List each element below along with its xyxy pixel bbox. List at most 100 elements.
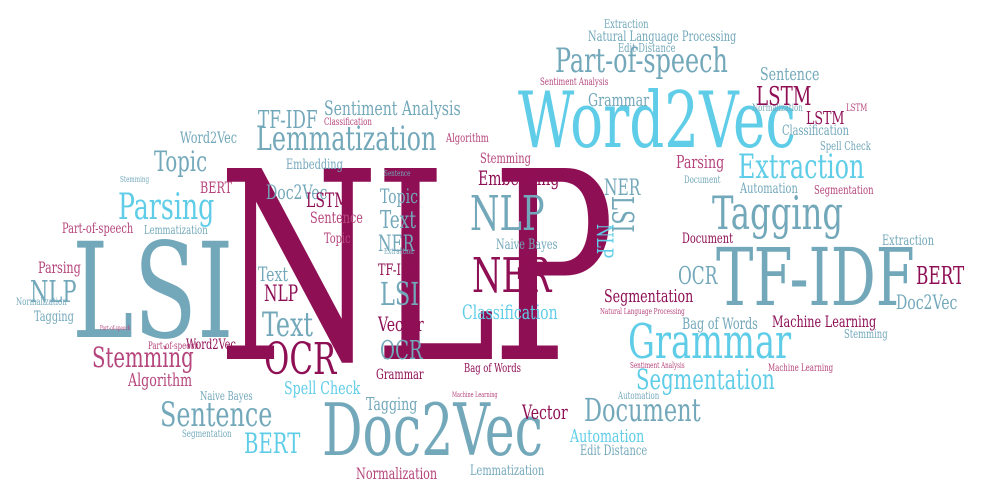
word-algorithm-1: Algorithm <box>128 370 193 391</box>
word-stemming-tiny: Stemming <box>120 175 150 184</box>
word-segmentation-3: Segmentation <box>182 429 232 440</box>
word-doc2vec-big: Doc2Vec <box>322 388 543 472</box>
word-classification-2: Classification <box>324 117 372 128</box>
word-classification-3: Classification <box>782 123 849 139</box>
word-sentiment-analysis-2: Sentiment Analysis <box>540 77 609 88</box>
word-parsing-left: Parsing <box>38 258 81 277</box>
word-part-of-speech-1: Part-of-speech <box>62 221 134 237</box>
word-part-of-speech-2: Part-of-speech <box>148 341 199 352</box>
word-grammar-big: Grammar <box>628 314 792 370</box>
word-lemmatization: Lemmatization <box>256 119 437 159</box>
word-text-center: Text <box>380 206 417 234</box>
word-spell-check-1: Spell Check <box>284 378 361 399</box>
word-parsing-small: Parsing <box>676 152 725 173</box>
word-topic-tiny: Topic <box>324 231 351 247</box>
word-document-1: Document <box>682 231 734 247</box>
word-stemming-mid: Stemming <box>92 341 194 374</box>
word-extraction-3: Extraction <box>384 247 414 256</box>
word-edit-distance-2: Edit Distance <box>580 443 648 459</box>
word-lstm-right: LSTM <box>806 108 845 129</box>
word-normalization-3: Normalization <box>16 297 67 308</box>
word-text-mid: Text <box>262 305 314 345</box>
word-word2vec-1: Word2Vec <box>180 128 238 147</box>
word-naive-bayes-1: Naive Bayes <box>496 237 558 253</box>
word-topic-small: Topic <box>380 184 418 208</box>
word-grammar-1: Grammar <box>588 90 650 111</box>
word-part-of-speech: Part-of-speech <box>555 41 728 81</box>
word-tagging-1: Tagging <box>366 394 418 415</box>
word-ocr-mid: OCR <box>264 334 337 385</box>
word-automation-3: Automation <box>618 391 660 402</box>
word-bert-right: BERT <box>916 262 965 290</box>
word-bert-small: BERT <box>200 178 233 197</box>
word-extraction-2: Extraction <box>882 233 935 249</box>
word-stemming-right: Stemming <box>844 327 888 341</box>
word-ner-small: NER <box>378 232 415 257</box>
word-algorithm-2: Algorithm <box>446 131 489 145</box>
word-natural-language-processing-1: Natural Language Processing <box>588 29 737 45</box>
word-automation-2: Automation <box>740 181 798 197</box>
word-stemming-small: Stemming <box>480 151 531 167</box>
word-normalization-1: Normalization <box>356 464 438 483</box>
word-sentence-1: Sentence <box>310 208 363 227</box>
word-document-2: Document <box>684 175 721 186</box>
word-automation-1: Automation <box>570 426 645 447</box>
word-segmentation-1: Segmentation <box>604 286 694 307</box>
word-nlp-left: NLP <box>30 275 77 310</box>
word-tagging-big: Tagging <box>712 186 844 240</box>
word-normalization-2: Normalization <box>752 103 803 114</box>
word-word2vec-big: Word2Vec <box>518 76 797 166</box>
word-classification-1: Classification <box>462 300 558 324</box>
word-topic-mid: Topic <box>154 145 208 178</box>
word-lemmatization-1: Lemmatization <box>470 463 545 479</box>
word-extraction-mid: Extraction <box>738 147 865 187</box>
word-spell-check-2: Spell Check <box>820 139 871 153</box>
word-tfidf-big: TF-IDF <box>716 231 915 324</box>
word-parsing-mid: Parsing <box>118 187 215 228</box>
word-document-mid: Document <box>584 391 701 429</box>
word-vector-2: Vector <box>522 400 568 424</box>
word-embedding-2: Embedding <box>286 157 343 173</box>
word-machine-learning-1: Machine Learning <box>772 312 877 331</box>
word-lstm-small: LSTM <box>306 188 349 212</box>
word-ner-mid: NER <box>472 248 552 304</box>
word-sentiment-analysis-1: Sentiment Analysis <box>324 96 461 120</box>
word-natural-language-processing-2: Natural Language Processing <box>600 307 685 316</box>
word-lstm-mid: LSTM <box>756 82 812 112</box>
word-ocr-right: OCR <box>678 262 718 290</box>
word-ner-vert: NER <box>604 176 641 201</box>
word-machine-learning-3: Machine Learning <box>452 391 498 399</box>
word-segmentation-2: Segmentation <box>814 183 874 197</box>
word-nlp-mid: NLP <box>470 186 545 242</box>
word-word2vec-2: Word2Vec <box>186 337 236 353</box>
word-nlp-small: NLP <box>264 282 299 307</box>
word-ocr-small: OCR <box>380 336 423 366</box>
word-edit-distance-1: Edit Distance <box>618 41 676 55</box>
word-grammar-2: Grammar <box>376 367 424 383</box>
word-nlp-main: NLP <box>218 116 615 421</box>
word-embedding-1: Embedding <box>478 166 560 190</box>
word-lsi-big: LSI <box>72 215 234 369</box>
word-doc2vec-right: Doc2Vec <box>896 290 958 314</box>
word-sentence-2: Sentence <box>760 64 820 85</box>
word-bert-mid: BERT <box>244 427 301 460</box>
word-bag-of-words-1: Bag of Words <box>682 314 758 333</box>
word-segmentation-mid: Segmentation <box>636 363 775 396</box>
word-lsi-small: LSI <box>380 275 420 313</box>
word-tfidf-small: TF-IDF <box>378 260 418 279</box>
word-text-small: Text <box>258 262 289 286</box>
word-doc2vec-small: Doc2Vec <box>266 180 328 204</box>
word-sentiment-analysis-3: Sentiment Analysis <box>630 361 685 370</box>
word-naive-bayes-2: Naive Bayes <box>200 389 253 403</box>
word-sentence-3: Sentence <box>384 169 411 178</box>
word-machine-learning-2: Machine Learning <box>768 363 834 374</box>
word-extraction-1: Extraction <box>604 17 649 31</box>
word-vector-1: Vector <box>378 312 424 336</box>
word-lemmatization-2: Lemmatization <box>144 223 208 237</box>
word-nlp-vert: NLP <box>591 224 616 259</box>
word-sentence-mid: Sentence <box>160 395 273 435</box>
word-lstm-tiny: LSTM <box>846 103 868 114</box>
word-tfidf-top: TF-IDF <box>258 106 318 134</box>
word-part-of-speech-3: Part-of-speech <box>100 325 131 332</box>
